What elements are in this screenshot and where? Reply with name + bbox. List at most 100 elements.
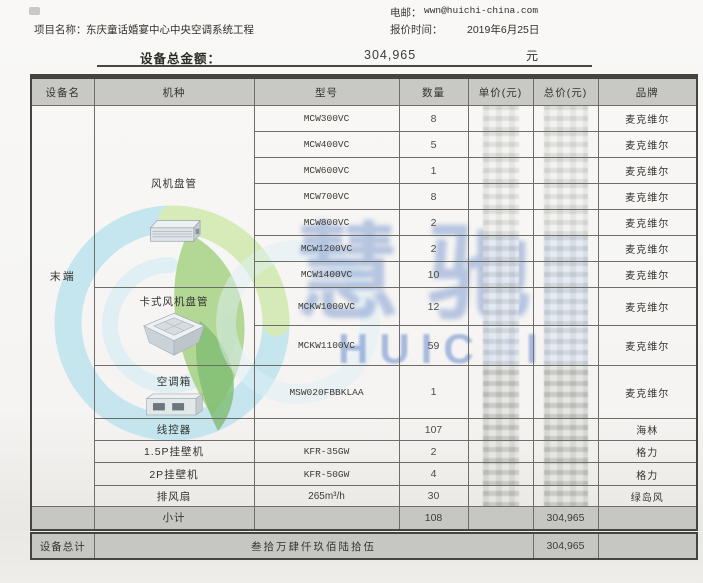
redacted-unit-price — [482, 419, 519, 440]
subtotal-brand-cell — [597, 506, 698, 530]
unit-price-cell — [467, 209, 534, 236]
qty-cell: 2 — [398, 209, 469, 236]
total-price-cell — [532, 365, 599, 419]
table-row: 卡式风机盘管 MCKW1000VC 12 麦 — [31, 287, 698, 366]
model-cell: MCW600VC — [253, 157, 400, 184]
table-row: MCW800VC 2 麦克维尔 — [31, 209, 698, 236]
model-cell: MCW800VC — [253, 209, 400, 236]
machine-label-cassette: 卡式风机盘管 — [139, 295, 209, 308]
model-cell: MCKW1000VC — [253, 287, 400, 326]
unit-price-cell — [467, 157, 534, 184]
machine-group-cassette: 卡式风机盘管 — [93, 287, 255, 366]
qty-cell: 30 — [398, 485, 469, 507]
redacted-total-price — [543, 184, 588, 209]
redacted-total-price — [543, 441, 588, 462]
model-cell — [253, 418, 400, 441]
machine-group-fan-coil: 风机盘管 — [93, 105, 255, 288]
email-value: wwn@huichi-china.com — [424, 5, 539, 16]
redacted-total-price — [543, 236, 588, 261]
brand-cell: 格力 — [597, 462, 698, 486]
model-cell: 265m³/h — [253, 485, 400, 507]
currency-label: 元 — [526, 49, 539, 63]
brand-cell: 绿岛风 — [597, 485, 698, 507]
fan-coil-unit-image — [149, 219, 201, 242]
unit-price-cell — [467, 131, 534, 158]
redacted-total-price — [543, 366, 588, 418]
subtotal-row: 小计 108 304,965 — [30, 506, 698, 530]
total-amount-value: 304,965 — [364, 48, 417, 62]
redacted-total-price — [543, 288, 588, 325]
model-cell: MCW1200VC — [253, 235, 400, 262]
grand-total-amount-cn: 叁拾万肆仟玖佰陆拾伍 — [93, 532, 534, 560]
grand-total-label: 设备总计 — [30, 532, 95, 560]
total-price-cell — [532, 105, 599, 132]
quote-date-value: 2019年6月25日 — [467, 24, 540, 36]
brand-cell: 麦克维尔 — [597, 325, 698, 366]
subtotal-qty: 108 — [398, 506, 469, 530]
machine-label-ahu: 空调箱 — [156, 375, 192, 388]
brand-cell: 麦克维尔 — [597, 157, 698, 184]
qty-cell: 1 — [398, 365, 469, 419]
unit-price-cell — [467, 235, 534, 262]
quote-date-label: 报价时间： — [390, 24, 443, 36]
unit-price-cell — [467, 440, 534, 463]
brand-cell: 麦克维尔 — [597, 365, 698, 419]
unit-price-cell — [467, 365, 534, 419]
model-cell: KFR-50GW — [253, 462, 400, 486]
col-header-brand: 品牌 — [597, 76, 698, 106]
machine-label-fan-coil: 风机盘管 — [151, 177, 197, 190]
redacted-total-price — [543, 486, 588, 506]
redacted-total-price — [543, 326, 588, 365]
total-price-cell — [532, 325, 599, 366]
model-cell: MSW020FBBKLAA — [253, 365, 400, 419]
qty-cell: 59 — [398, 325, 469, 366]
table-header-row: 设备名 机种 型号 数量 单价(元) 总价(元) 品牌 — [30, 76, 698, 106]
unit-price-cell — [467, 105, 534, 132]
ahu-unit-image — [145, 392, 204, 416]
redacted-unit-price — [482, 106, 519, 131]
machine-label-wall-1-5p: 1.5P挂壁机 — [93, 440, 255, 463]
total-underline — [97, 65, 592, 67]
machine-label-controller: 线控器 — [93, 418, 255, 441]
redacted-unit-price — [482, 441, 519, 462]
redacted-unit-price — [482, 486, 519, 506]
grand-total-row: 设备总计 叁拾万肆仟玖佰陆拾伍 304,965 — [30, 532, 698, 560]
subtotal-model-cell — [253, 506, 400, 530]
qty-cell: 2 — [398, 440, 469, 463]
brand-cell: 麦克维尔 — [597, 261, 698, 288]
redacted-total-price — [543, 158, 588, 183]
machine-label-wall-2p: 2P挂壁机 — [93, 462, 255, 486]
brand-cell: 麦克维尔 — [597, 287, 698, 326]
grand-total-brand-cell — [597, 532, 698, 560]
qty-cell: 1 — [398, 157, 469, 184]
brand-cell: 麦克维尔 — [597, 235, 698, 262]
qty-cell: 12 — [398, 287, 469, 326]
subtotal-total-price: 304,965 — [532, 506, 599, 530]
table-row: MCW600VC 1 麦克维尔 — [31, 157, 698, 184]
unit-price-cell — [467, 418, 534, 441]
email-label: 电邮： — [390, 7, 422, 19]
unit-price-cell — [467, 325, 534, 366]
brand-cell: 格力 — [597, 440, 698, 463]
unit-price-cell — [467, 261, 534, 288]
table-row: 末端 风机盘管 M — [30, 105, 698, 507]
table-row: 线控器 107 海林 — [31, 418, 698, 441]
total-price-cell — [532, 440, 599, 463]
subtotal-label: 小计 — [93, 506, 255, 530]
device-group-cell: 末端 — [30, 105, 95, 507]
col-header-device: 设备名 — [30, 76, 95, 106]
redacted-unit-price — [482, 158, 519, 183]
col-header-model: 型号 — [253, 76, 400, 106]
table-row: 空调箱 MSW020FBBKLAA 1 麦克维尔 — [31, 365, 698, 419]
model-cell: MCW700VC — [253, 183, 400, 210]
total-amount-label: 设备总金额： — [140, 52, 222, 66]
machine-label-exhaust-fan: 排风扇 — [93, 485, 255, 507]
grand-total-value: 304,965 — [532, 532, 599, 560]
qty-cell: 8 — [398, 183, 469, 210]
total-price-cell — [532, 235, 599, 262]
total-price-cell — [532, 183, 599, 210]
redacted-unit-price — [482, 262, 519, 287]
brand-cell: 海林 — [597, 418, 698, 441]
model-cell: MCW300VC — [253, 105, 400, 132]
